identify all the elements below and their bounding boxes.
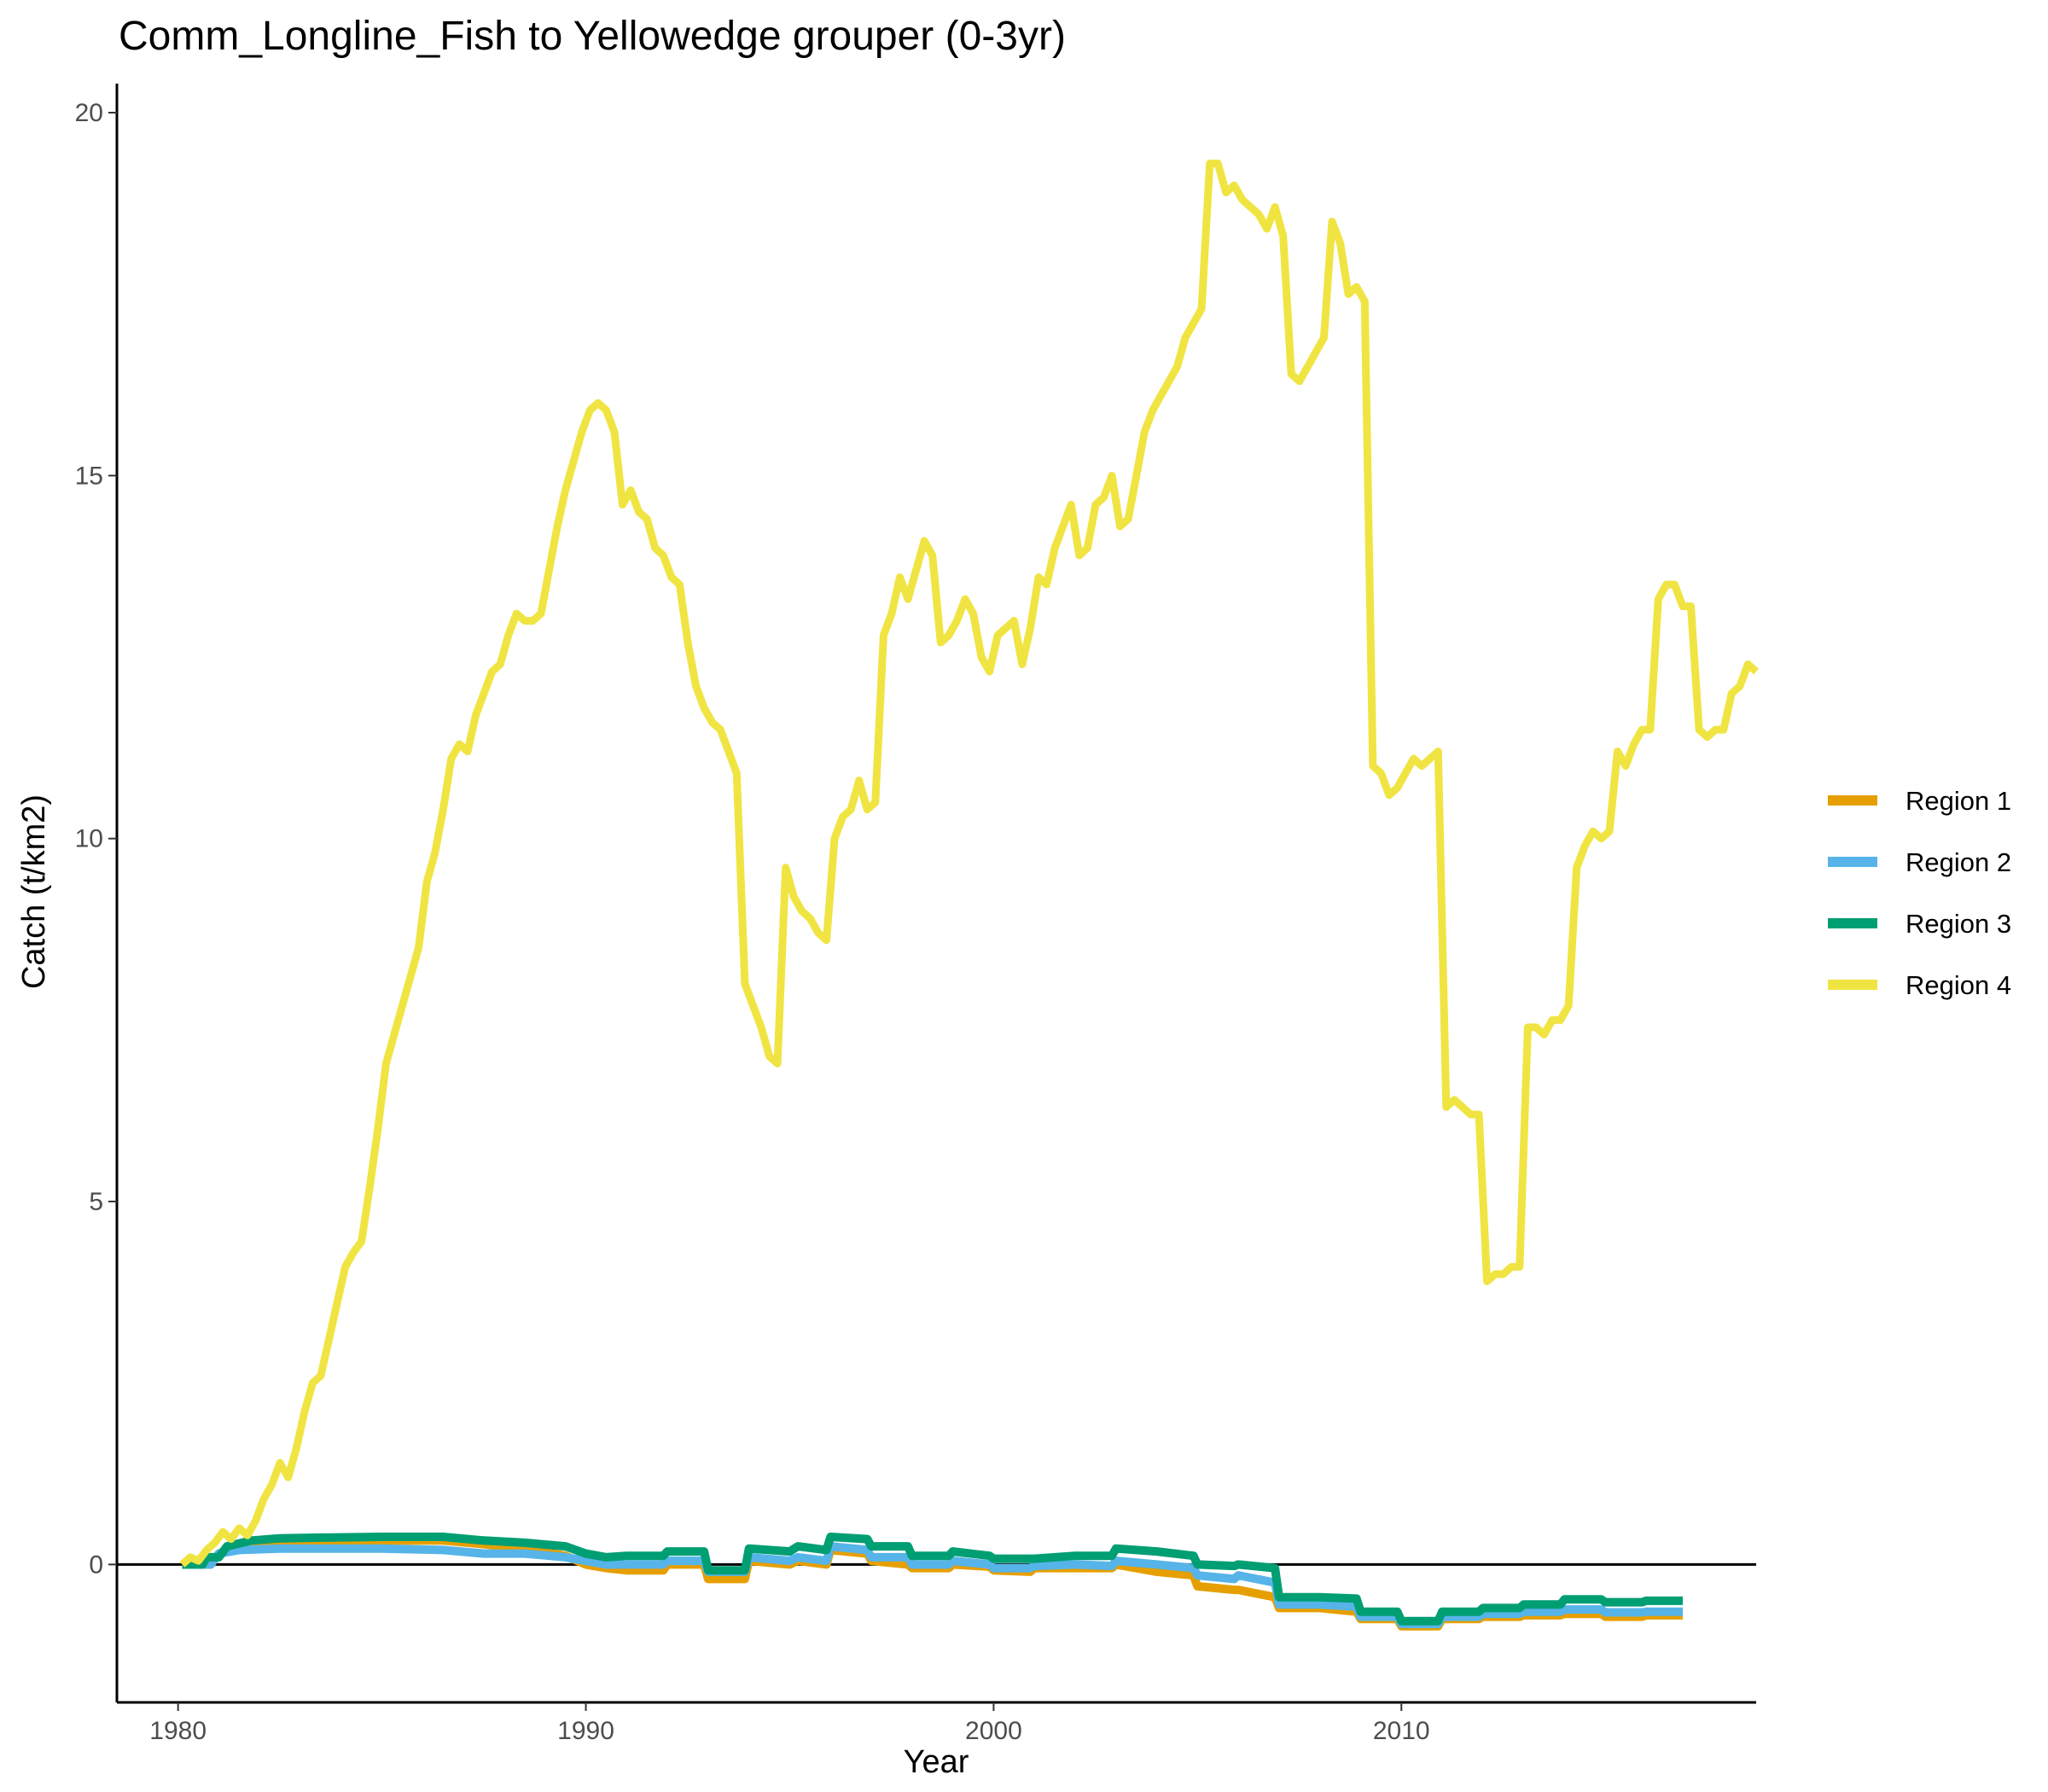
legend-label-region-4: Region 4 — [1905, 970, 2011, 1000]
y-tick-label: 15 — [75, 462, 103, 490]
y-axis-title: Catch (t/km2) — [16, 794, 52, 989]
x-tick-label: 1990 — [557, 1717, 614, 1745]
legend: Region 1 Region 2 Region 3 Region 4 — [1828, 786, 2011, 1000]
plot-area: 1980 1990 2000 2010 0 5 10 15 20 — [75, 84, 1759, 1745]
series-line-region-4 — [179, 160, 1759, 1568]
y-tick-label: 20 — [75, 99, 103, 127]
legend-swatch-region-4 — [1828, 980, 1877, 990]
x-ticks: 1980 1990 2000 2010 — [149, 1702, 1430, 1745]
series-line-region-2 — [182, 1542, 1683, 1629]
y-tick-label: 10 — [75, 825, 103, 853]
x-tick-label: 1980 — [149, 1717, 207, 1745]
legend-swatch-region-1 — [1828, 795, 1877, 806]
x-tick-label: 2010 — [1373, 1717, 1430, 1745]
legend-label-region-1: Region 1 — [1905, 786, 2011, 816]
legend-label-region-3: Region 3 — [1905, 909, 2011, 939]
series-layer — [179, 160, 1759, 1631]
y-tick-label: 5 — [89, 1188, 103, 1216]
x-tick-label: 2000 — [965, 1717, 1022, 1745]
series-line-region-3 — [182, 1533, 1683, 1626]
legend-swatch-region-2 — [1828, 857, 1877, 867]
chart-title: Comm_Longline_Fish to Yellowedge grouper… — [119, 14, 1066, 59]
x-axis-title: Year — [904, 1744, 969, 1780]
y-ticks: 0 5 10 15 20 — [75, 99, 117, 1579]
legend-label-region-2: Region 2 — [1905, 847, 2011, 877]
y-tick-label: 0 — [89, 1551, 103, 1579]
legend-swatch-region-3 — [1828, 918, 1877, 928]
